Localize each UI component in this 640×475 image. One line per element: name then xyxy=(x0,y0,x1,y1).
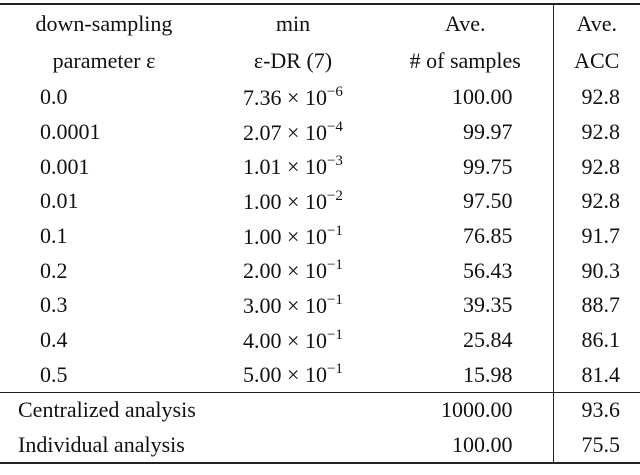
data-row: 0.3 3.00 × 10−1 39.35 88.7 xyxy=(0,288,640,323)
dr-base: 4.00 × 10 xyxy=(243,327,327,353)
table-header: down-sampling min Ave. Ave. parameter ε ε-DR … xyxy=(0,4,640,80)
dr-exponent: −3 xyxy=(326,153,343,170)
samples-cell: 1000.00 xyxy=(441,397,513,423)
epsilon-cell: 0.5 xyxy=(0,357,208,393)
samples-cell: 100.00 xyxy=(452,431,513,457)
dr-cell: 1.00 × 10−2 xyxy=(208,184,378,219)
dr-base: 2.00 × 10 xyxy=(243,258,327,284)
epsilon-cell: 0.4 xyxy=(40,327,68,353)
acc-cell: 92.8 xyxy=(552,149,640,185)
data-row: 0.01 1.00 × 10−2 97.50 92.8 xyxy=(0,184,640,219)
epsilon-cell: 0.001 xyxy=(40,153,90,179)
epsilon-cell: 0.01 xyxy=(40,188,79,214)
data-row: 0.4 4.00 × 10−1 25.84 86.1 xyxy=(0,322,640,358)
dr-base: 1.00 × 10 xyxy=(243,223,327,249)
samples-cell: 97.50 xyxy=(463,188,513,214)
dr-base: 5.00 × 10 xyxy=(243,362,327,388)
dr-exponent: −6 xyxy=(326,83,343,100)
table-summary: Centralized analysis 1000.00 93.6 Individua… xyxy=(0,392,640,464)
header-cell: parameter ε xyxy=(52,48,156,73)
dr-base: 1.00 × 10 xyxy=(243,188,327,214)
epsilon-cell: 0.1 xyxy=(40,223,68,249)
samples-cell: 99.75 xyxy=(463,153,513,179)
dr-cell: 1.01 × 10−3 xyxy=(208,149,378,184)
summary-label: Centralized analysis xyxy=(18,397,196,423)
dr-base: 1.01 × 10 xyxy=(243,154,327,180)
acc-cell: 75.5 xyxy=(552,427,640,464)
samples-cell: 56.43 xyxy=(463,257,513,283)
header-cell: ACC xyxy=(552,42,640,80)
epsilon-cell: 0.0001 xyxy=(40,119,101,145)
acc-cell: 88.7 xyxy=(552,288,640,323)
dr-base: 2.07 × 10 xyxy=(243,119,327,145)
header-cell: Ave. xyxy=(444,10,486,36)
acc-cell: 93.6 xyxy=(552,392,640,428)
acc-cell: 90.3 xyxy=(552,253,640,289)
header-row: down-sampling min Ave. Ave. xyxy=(0,4,640,42)
epsilon-cell: 0.2 xyxy=(40,257,68,283)
results-table: down-sampling min Ave. Ave. parameter ε ε-DR … xyxy=(0,3,640,465)
data-row: 0.001 1.01 × 10−3 99.75 92.8 xyxy=(0,149,640,185)
data-row: 0.5 5.00 × 10−1 15.98 81.4 xyxy=(0,357,640,393)
data-row: 0.0 7.36 × 10−6 100.00 92.8 xyxy=(0,80,640,115)
header-row: parameter ε ε-DR (7) # of samples ACC xyxy=(0,42,640,80)
acc-cell: 92.8 xyxy=(552,80,640,115)
samples-cell: 25.84 xyxy=(463,327,513,353)
acc-cell: 92.8 xyxy=(552,184,640,219)
table-body: 0.0 7.36 × 10−6 100.00 92.8 0.0001 2.07 × 10−… xyxy=(0,80,640,393)
dr-exponent: −2 xyxy=(326,187,343,204)
samples-cell: 76.85 xyxy=(463,223,513,249)
epsilon-cell: 0.3 xyxy=(40,292,68,318)
dr-cell: 4.00 × 10−1 xyxy=(208,323,378,358)
samples-cell: 39.35 xyxy=(463,292,513,318)
dr-exponent: −1 xyxy=(326,222,343,239)
dr-exponent: −1 xyxy=(326,361,343,378)
dr-exponent: −1 xyxy=(326,257,343,274)
dr-cell: 2.00 × 10−1 xyxy=(208,253,378,288)
dr-base: 3.00 × 10 xyxy=(243,292,327,318)
summary-row: Individual analysis 100.00 75.5 xyxy=(0,427,640,464)
dr-cell: 5.00 × 10−1 xyxy=(208,357,378,393)
data-row: 0.1 1.00 × 10−1 76.85 91.7 xyxy=(0,218,640,254)
header-cell: # of samples xyxy=(409,48,521,73)
data-row: 0.2 2.00 × 10−1 56.43 90.3 xyxy=(0,253,640,289)
header-cell: Ave. xyxy=(552,4,640,42)
summary-row: Centralized analysis 1000.00 93.6 xyxy=(0,392,640,428)
dr-cell: 7.36 × 10−6 xyxy=(208,80,378,115)
data-row: 0.0001 2.07 × 10−4 99.97 92.8 xyxy=(0,114,640,150)
header-cell: ε-DR (7) xyxy=(253,48,333,73)
dr-cell: 1.00 × 10−1 xyxy=(208,219,378,254)
acc-cell: 86.1 xyxy=(552,322,640,358)
acc-cell: 91.7 xyxy=(552,218,640,254)
samples-cell: 100.00 xyxy=(452,84,513,110)
epsilon-cell: 0.0 xyxy=(40,84,68,110)
header-cell: down-sampling xyxy=(35,10,173,36)
dr-exponent: −1 xyxy=(326,291,343,308)
dr-cell: 3.00 × 10−1 xyxy=(208,288,378,323)
samples-cell: 99.97 xyxy=(463,119,513,145)
summary-label: Individual analysis xyxy=(18,431,185,457)
header-cell: min xyxy=(275,10,311,36)
acc-cell: 92.8 xyxy=(552,114,640,150)
acc-cell: 81.4 xyxy=(552,357,640,393)
dr-base: 7.36 × 10 xyxy=(243,84,327,110)
dr-exponent: −1 xyxy=(326,326,343,343)
samples-cell: 15.98 xyxy=(378,357,553,393)
dr-exponent: −4 xyxy=(326,118,343,135)
dr-cell: 2.07 × 10−4 xyxy=(208,115,378,150)
